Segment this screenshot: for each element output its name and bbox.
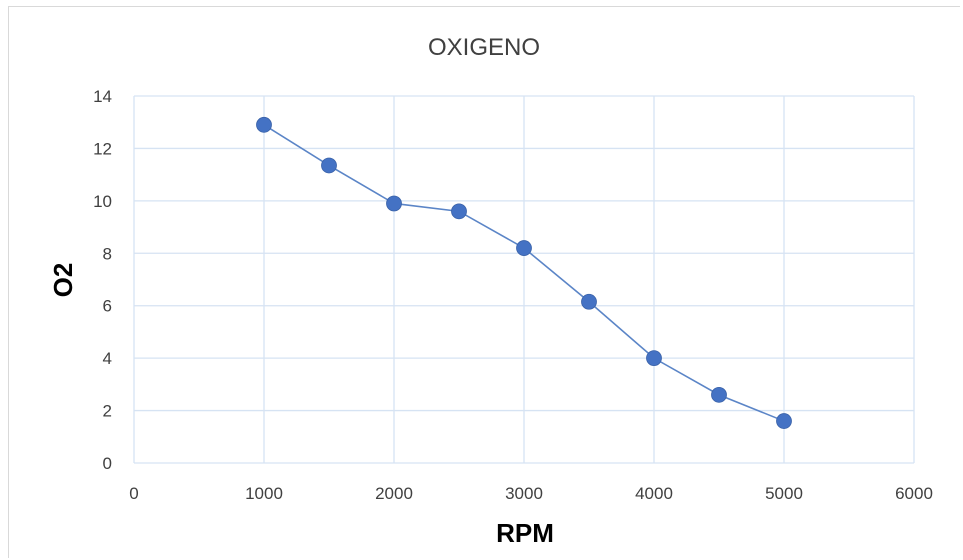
data-point — [451, 203, 467, 220]
y-tick-label: 12 — [93, 139, 112, 158]
axes — [133, 96, 914, 464]
x-tick-label: 6000 — [895, 484, 933, 503]
data-point — [711, 386, 727, 403]
chart-frame — [8, 6, 960, 558]
chart-title: OXIGENO — [428, 34, 540, 61]
data-point — [256, 116, 272, 133]
y-axis-title: O2 — [48, 263, 78, 298]
x-tick-labels: 0 1000 2000 3000 4000 5000 6000 — [129, 484, 933, 503]
data-point — [516, 240, 532, 256]
grid-lines — [134, 95, 915, 463]
x-tick-label: 1000 — [245, 484, 283, 503]
x-tick-label: 5000 — [765, 484, 803, 503]
x-axis-title: RPM — [496, 518, 554, 548]
data-point — [646, 350, 662, 367]
data-point — [321, 157, 337, 174]
x-tick-label: 2000 — [375, 484, 413, 503]
y-tick-labels: 0 2 4 6 8 10 12 14 — [93, 87, 112, 473]
data-point — [386, 195, 402, 212]
plot-area — [256, 116, 792, 429]
data-point — [581, 293, 597, 310]
y-tick-label: 6 — [103, 297, 112, 316]
data-point — [776, 413, 792, 429]
y-tick-label: 0 — [103, 454, 112, 473]
x-tick-label: 4000 — [635, 484, 673, 503]
y-tick-label: 8 — [103, 244, 112, 263]
y-tick-label: 2 — [103, 402, 112, 421]
y-tick-label: 14 — [93, 87, 112, 106]
y-tick-label: 4 — [103, 349, 112, 368]
y-tick-label: 10 — [93, 192, 112, 211]
x-tick-label: 3000 — [505, 484, 543, 503]
x-tick-label: 0 — [129, 484, 138, 503]
